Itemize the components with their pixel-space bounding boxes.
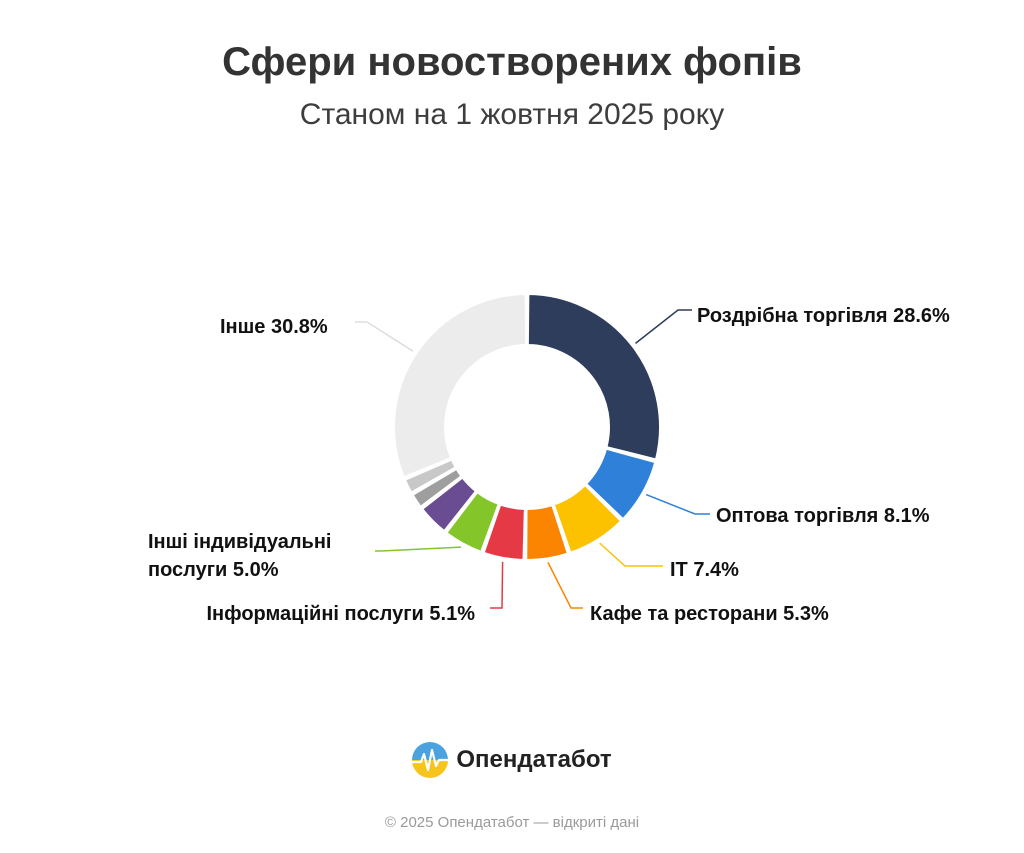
slice-label-кафе-та-ресторани: Кафе та ресторани 5.3% bbox=[590, 603, 829, 625]
leader-line-інформаційні-послуги bbox=[490, 561, 504, 609]
leader-line-інше bbox=[355, 321, 414, 352]
leader-line-іт bbox=[599, 542, 663, 567]
slice-label-інформаційні-послуги: Інформаційні послуги 5.1% bbox=[206, 603, 475, 625]
slice-іт[interactable] bbox=[552, 483, 623, 554]
slice-label-роздрібна-торгівля: Роздрібна торгівля 28.6% bbox=[697, 305, 950, 327]
slice-label-оптова-торгівля: Оптова торгівля 8.1% bbox=[716, 505, 930, 527]
footer-copyright: © 2025 Опендатабот — відкриті дані bbox=[384, 814, 640, 831]
donut-slices bbox=[393, 293, 661, 561]
slice-оптова-торгівля[interactable] bbox=[585, 447, 657, 521]
brand-name: Опендатабот bbox=[456, 746, 612, 773]
slice-label-інші-індивідуальні-послуги: Інші індивідуальні послуги 5.0% bbox=[148, 531, 331, 581]
chart-subtitle: Станом на 1 жовтня 2025 року bbox=[299, 98, 725, 131]
leader-line-роздрібна-торгівля bbox=[635, 309, 692, 344]
slice-other-6[interactable] bbox=[421, 476, 477, 533]
leader-line-оптова-торгівля bbox=[645, 493, 710, 515]
leader-line-інші-індивідуальні-послуги bbox=[375, 546, 462, 552]
opendatabot-logo-icon bbox=[412, 742, 449, 778]
brand[interactable]: Опендатабот bbox=[0, 742, 1024, 778]
chart-title: Сфери новостворених фопів bbox=[222, 40, 802, 84]
slice-other-7[interactable] bbox=[411, 467, 463, 508]
slice-кафе-та-ресторани[interactable] bbox=[525, 504, 569, 561]
slice-label-іт: ІТ 7.4% bbox=[670, 559, 739, 581]
label-leader-lines bbox=[355, 309, 710, 609]
slice-label-інше: Інше 30.8% bbox=[220, 316, 328, 338]
slice-роздрібна-торгівля[interactable] bbox=[526, 293, 661, 461]
slice-інше[interactable] bbox=[393, 293, 528, 479]
slice-labels: Роздрібна торгівля 28.6% Оптова торгівля … bbox=[148, 305, 950, 625]
slice-інформаційні-послуги[interactable] bbox=[482, 503, 526, 561]
leader-line-кафе-та-ресторани bbox=[547, 562, 583, 609]
slice-other-8[interactable] bbox=[403, 458, 457, 494]
slice-інші-індивідуальні-послуги[interactable] bbox=[445, 491, 500, 553]
